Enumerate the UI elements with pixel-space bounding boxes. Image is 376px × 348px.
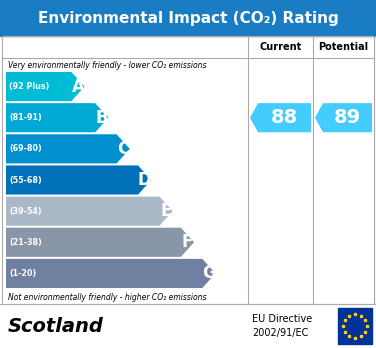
Text: 89: 89 — [334, 108, 361, 127]
Polygon shape — [6, 259, 215, 288]
Polygon shape — [6, 197, 173, 226]
Text: D: D — [138, 171, 152, 189]
Polygon shape — [250, 103, 311, 132]
Text: Current: Current — [259, 42, 302, 52]
Polygon shape — [6, 103, 108, 132]
Text: EU Directive
2002/91/EC: EU Directive 2002/91/EC — [252, 314, 312, 338]
Polygon shape — [315, 103, 372, 132]
Text: (1-20): (1-20) — [9, 269, 36, 278]
Text: (69-80): (69-80) — [9, 144, 42, 153]
Polygon shape — [6, 165, 151, 195]
Polygon shape — [6, 72, 85, 101]
Text: 88: 88 — [271, 108, 298, 127]
Text: C: C — [117, 140, 129, 158]
Text: Scotland: Scotland — [8, 316, 104, 335]
Text: B: B — [96, 109, 108, 127]
Polygon shape — [6, 228, 194, 257]
Text: F: F — [182, 233, 193, 251]
Text: Very environmentally friendly - lower CO₂ emissions: Very environmentally friendly - lower CO… — [8, 61, 206, 70]
Text: (21-38): (21-38) — [9, 238, 42, 247]
Text: E: E — [160, 202, 172, 220]
Text: Potential: Potential — [318, 42, 368, 52]
Text: (39-54): (39-54) — [9, 207, 42, 216]
Bar — [0, 0, 376, 36]
Polygon shape — [6, 134, 130, 164]
Text: (55-68): (55-68) — [9, 175, 42, 184]
Text: G: G — [202, 264, 216, 283]
Text: Environmental Impact (CO₂) Rating: Environmental Impact (CO₂) Rating — [38, 10, 338, 25]
Bar — [338, 308, 372, 344]
Text: Not environmentally friendly - higher CO₂ emissions: Not environmentally friendly - higher CO… — [8, 293, 206, 301]
Text: (81-91): (81-91) — [9, 113, 42, 122]
Bar — [2, 36, 374, 304]
Bar — [0, 304, 376, 348]
Text: (92 Plus): (92 Plus) — [9, 82, 49, 91]
Text: A: A — [71, 78, 85, 96]
